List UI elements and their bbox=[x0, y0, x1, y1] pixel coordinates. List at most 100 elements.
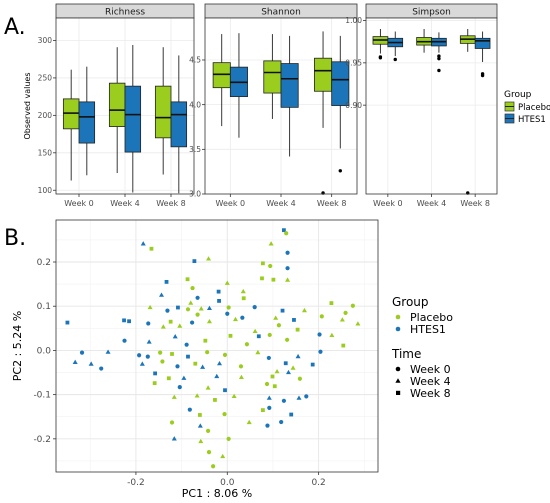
point-placebo-week-8 bbox=[260, 276, 264, 281]
point-htes1-week-8 bbox=[310, 362, 315, 367]
point-htes1-week-4 bbox=[88, 361, 94, 366]
point-placebo-week-4 bbox=[205, 385, 211, 390]
point-placebo-week-4 bbox=[147, 304, 153, 310]
point-htes1-week-0 bbox=[252, 304, 257, 310]
point-placebo-week-4 bbox=[171, 394, 177, 399]
point-htes1-week-8 bbox=[289, 412, 294, 417]
point-htes1-week-8 bbox=[122, 318, 126, 323]
point-htes1-week-0 bbox=[99, 366, 104, 371]
point-htes1-week-0 bbox=[304, 394, 309, 399]
point-htes1-week-8 bbox=[282, 228, 286, 233]
point-placebo-week-8 bbox=[270, 374, 275, 379]
facet-legend-label-htes1: HTES1 bbox=[518, 115, 546, 125]
facet-legend: Group Placebo HTES1 bbox=[504, 90, 550, 125]
point-htes1-week-4 bbox=[266, 395, 272, 400]
point-htes1-week-4 bbox=[171, 436, 177, 441]
point-placebo-week-0 bbox=[190, 285, 195, 291]
y-tick-label: 200 bbox=[38, 111, 53, 120]
point-htes1-week-8 bbox=[292, 318, 296, 322]
point-htes1-week-4 bbox=[105, 349, 111, 354]
pca-legend-time-title: Time bbox=[391, 347, 421, 361]
point-htes1-week-0 bbox=[177, 385, 182, 390]
box-htes1-week-0 bbox=[78, 66, 96, 176]
point-htes1-week-4 bbox=[296, 395, 302, 400]
x-tick-label: 0.0 bbox=[220, 478, 235, 488]
point-placebo-week-0 bbox=[160, 359, 165, 364]
point-placebo-week-0 bbox=[319, 314, 324, 319]
point-placebo-week-0 bbox=[195, 312, 200, 317]
point-htes1-week-0 bbox=[318, 349, 323, 354]
point-htes1-week-0 bbox=[137, 353, 142, 358]
point-htes1-week-4 bbox=[295, 353, 301, 359]
point-placebo-week-8 bbox=[168, 319, 173, 324]
outlier-point bbox=[437, 56, 441, 61]
point-placebo-week-0 bbox=[211, 464, 216, 469]
point-htes1-week-4 bbox=[197, 423, 203, 428]
point-placebo-week-0 bbox=[185, 307, 191, 312]
outlier-point bbox=[378, 56, 383, 60]
point-htes1-week-8 bbox=[256, 334, 261, 339]
point-placebo-week-0 bbox=[244, 342, 250, 347]
box-placebo-week-4 bbox=[108, 47, 126, 174]
point-htes1-week-4 bbox=[72, 359, 78, 364]
point-htes1-week-4 bbox=[217, 360, 223, 366]
box-body bbox=[170, 101, 188, 148]
x-tick-label: Week 4 bbox=[266, 199, 296, 208]
point-placebo-week-4 bbox=[177, 323, 183, 328]
box-htes1-week-8 bbox=[170, 55, 188, 194]
box-body bbox=[108, 82, 126, 127]
box-htes1-week-0 bbox=[229, 33, 248, 138]
point-placebo-week-0 bbox=[350, 303, 355, 308]
point-htes1-week-4 bbox=[139, 361, 145, 366]
box-body bbox=[124, 85, 142, 153]
point-htes1-week-0 bbox=[240, 315, 245, 320]
pca-legend-key-week4 bbox=[395, 378, 401, 383]
y-tick-label: 0.95 bbox=[345, 58, 362, 67]
point-placebo-week-8 bbox=[185, 277, 190, 282]
pca-legend: Group Placebo HTES1 Time Week 0 Week 4 W… bbox=[391, 295, 453, 400]
point-placebo-week-4 bbox=[206, 318, 212, 324]
point-placebo-week-0 bbox=[268, 263, 273, 269]
box-body bbox=[331, 61, 350, 106]
y-tick-label: 250 bbox=[38, 74, 53, 83]
point-htes1-week-0 bbox=[146, 321, 151, 326]
point-placebo-week-0 bbox=[205, 428, 211, 433]
point-placebo-week-0 bbox=[297, 376, 302, 381]
pca-panel bbox=[56, 220, 378, 472]
point-placebo-week-4 bbox=[290, 365, 296, 370]
point-placebo-week-4 bbox=[198, 438, 204, 444]
pca-legend-label-placebo: Placebo bbox=[410, 311, 453, 324]
point-placebo-week-0 bbox=[222, 352, 228, 357]
point-placebo-week-8 bbox=[170, 352, 174, 356]
facet-strip-label: Simpson bbox=[412, 8, 451, 18]
point-htes1-week-0 bbox=[267, 405, 272, 410]
point-placebo-week-4 bbox=[329, 332, 335, 337]
point-placebo-week-8 bbox=[341, 343, 346, 348]
facet-legend-label-placebo: Placebo bbox=[518, 103, 550, 113]
point-placebo-week-8 bbox=[152, 381, 157, 386]
point-htes1-week-0 bbox=[184, 342, 189, 347]
x-tick-label: Week 8 bbox=[156, 199, 186, 208]
point-htes1-week-0 bbox=[317, 332, 322, 337]
y-tick-label: 1.00 bbox=[345, 16, 362, 25]
y-tick-label: 0.1 bbox=[37, 302, 51, 312]
point-htes1-week-8 bbox=[127, 319, 131, 324]
point-placebo-week-8 bbox=[228, 333, 233, 338]
y-tick-label: 4.0 bbox=[189, 100, 201, 109]
outlier-point bbox=[437, 68, 441, 73]
outlier-point bbox=[393, 57, 397, 62]
box-placebo-week-4 bbox=[263, 34, 282, 119]
facet-shannon: Shannon 3.0 3.5 4.0 4.5 Week 0 Week 4 Week 8 bbox=[189, 3, 358, 208]
facet-frame bbox=[365, 17, 498, 195]
point-placebo-week-4 bbox=[246, 419, 252, 425]
point-htes1-week-4 bbox=[285, 369, 291, 375]
facet-richness: Richness 100 150 200 250 300 Week 0 Week 4 Week … bbox=[23, 3, 195, 208]
point-placebo-week-4 bbox=[355, 321, 361, 326]
point-htes1-week-0 bbox=[225, 311, 230, 316]
point-placebo-week-4 bbox=[274, 368, 280, 374]
box-htes1-week-4 bbox=[280, 35, 299, 157]
point-htes1-week-4 bbox=[159, 292, 165, 297]
box-body bbox=[280, 63, 299, 108]
point-htes1-week-8 bbox=[192, 259, 197, 264]
